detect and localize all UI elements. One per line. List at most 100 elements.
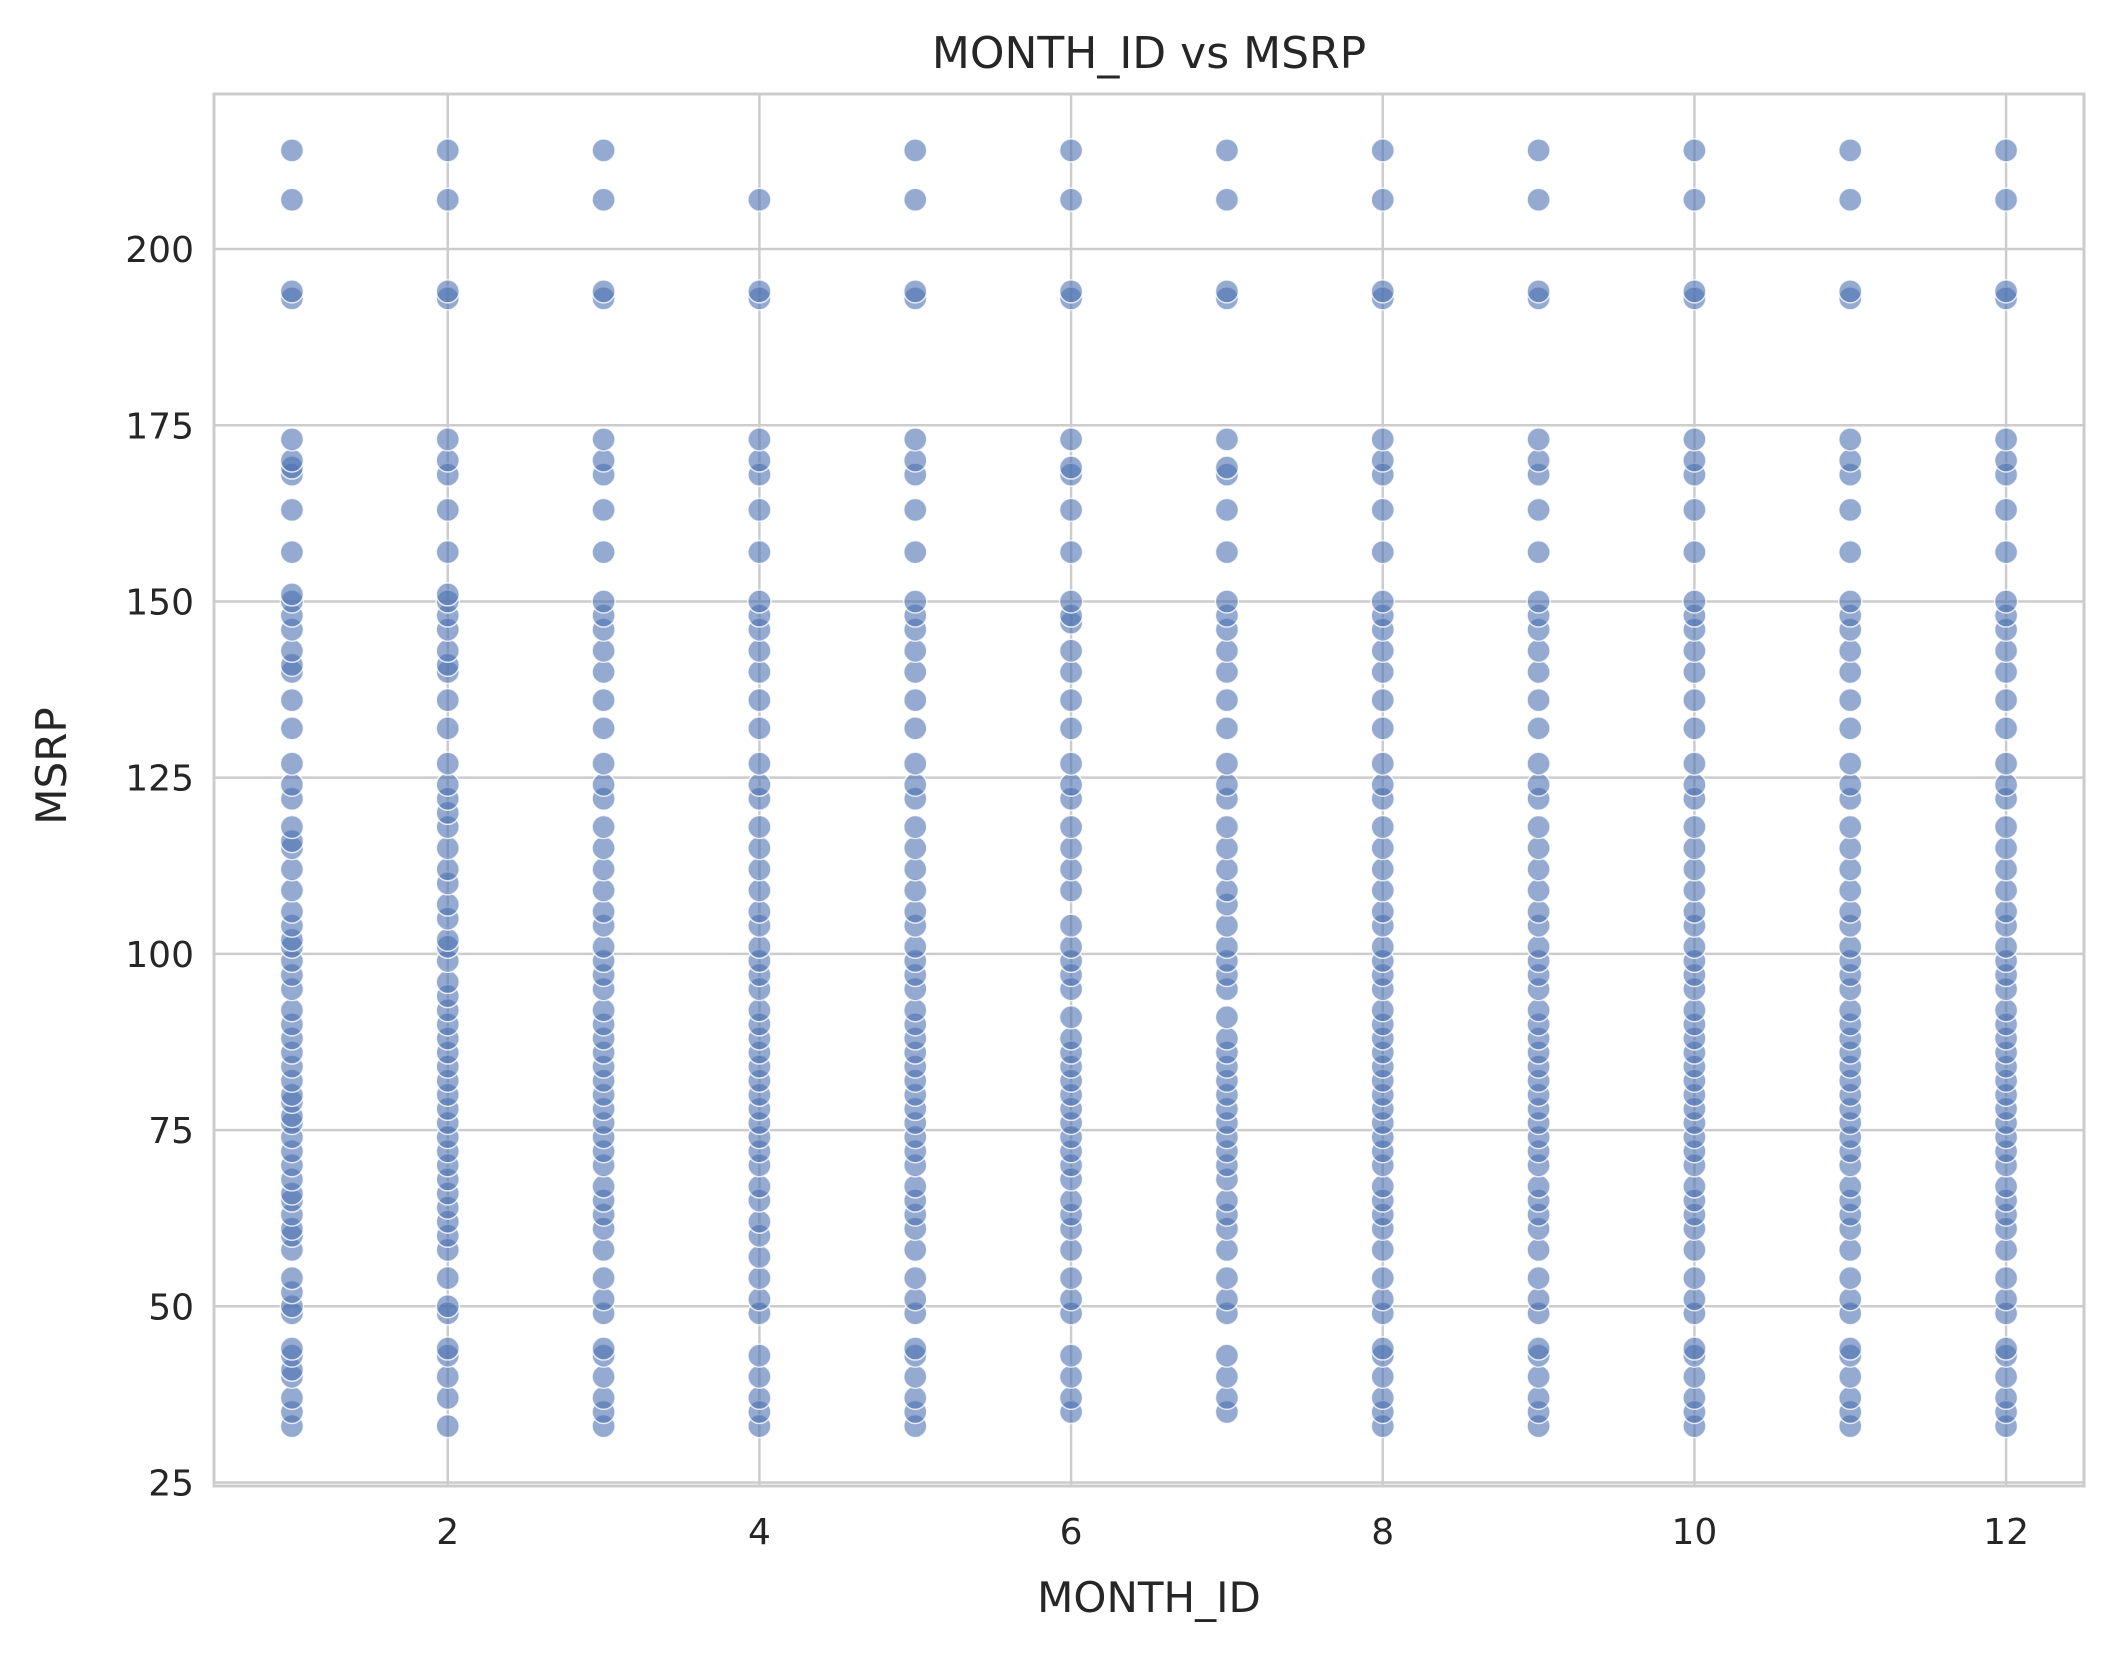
data-point	[747, 899, 772, 924]
data-point	[747, 1174, 772, 1199]
data-point	[1370, 772, 1395, 797]
data-point	[435, 187, 460, 212]
data-point	[1682, 814, 1707, 840]
data-point	[903, 659, 928, 685]
data-point	[1526, 1336, 1551, 1361]
data-point	[1526, 187, 1551, 212]
data-point	[1838, 1364, 1863, 1390]
data-point	[1370, 716, 1395, 741]
data-point	[1682, 899, 1707, 924]
data-point	[435, 969, 460, 995]
data-point	[1370, 857, 1395, 882]
data-point	[1214, 913, 1240, 938]
data-point	[1838, 638, 1863, 664]
data-point	[1993, 138, 2019, 163]
data-point	[1370, 1336, 1395, 1361]
data-point	[903, 1265, 928, 1291]
data-point	[435, 448, 460, 473]
data-point	[435, 892, 460, 917]
data-point	[1214, 427, 1240, 452]
data-point	[591, 772, 616, 797]
data-point	[1682, 878, 1707, 903]
data-point	[1838, 1385, 1863, 1411]
data-point	[1526, 427, 1551, 452]
data-point	[279, 539, 305, 565]
data-point	[1682, 772, 1707, 797]
data-point	[435, 857, 460, 882]
data-point	[1058, 638, 1084, 664]
data-point	[1993, 716, 2019, 741]
data-point	[747, 751, 772, 776]
data-point	[903, 1286, 928, 1312]
data-point	[1682, 1364, 1707, 1390]
data-point	[1838, 497, 1863, 523]
data-point	[1214, 1005, 1240, 1030]
data-point	[747, 1286, 772, 1312]
data-point	[1993, 687, 2019, 713]
x-tick-label: 6	[1060, 1512, 1083, 1553]
data-point	[747, 716, 772, 741]
data-point	[1214, 455, 1240, 480]
data-point	[903, 539, 928, 565]
y-tick-labels: 25 50 75 100 125 150 175 200	[125, 230, 194, 1504]
data-point	[1682, 1385, 1707, 1411]
data-point	[1993, 638, 2019, 664]
data-point	[1214, 659, 1240, 685]
x-tick-label: 8	[1371, 1512, 1394, 1553]
data-point	[1993, 659, 2019, 685]
data-point	[747, 497, 772, 523]
data-point	[1993, 427, 2019, 452]
data-point	[1838, 1286, 1863, 1312]
data-point	[435, 497, 460, 523]
data-point	[903, 497, 928, 523]
data-point	[591, 814, 616, 840]
data-point	[1838, 1237, 1863, 1263]
data-point	[591, 497, 616, 523]
data-point	[1526, 772, 1551, 797]
data-point	[903, 589, 928, 614]
data-point	[1526, 1364, 1551, 1390]
data-point	[747, 835, 772, 861]
data-point	[1526, 1265, 1551, 1291]
data-point	[1370, 814, 1395, 840]
data-point	[1993, 279, 2019, 304]
data-point	[1214, 751, 1240, 776]
data-point	[1214, 497, 1240, 523]
data-point	[435, 138, 460, 163]
data-point	[1838, 716, 1863, 741]
data-point	[1682, 279, 1707, 304]
data-point	[435, 716, 460, 741]
data-point	[1370, 589, 1395, 614]
x-tick-label: 4	[748, 1512, 771, 1553]
data-point	[903, 814, 928, 840]
data-point	[1838, 589, 1863, 614]
data-point	[747, 1364, 772, 1390]
data-point	[1214, 878, 1240, 903]
data-point	[903, 448, 928, 473]
data-point	[1838, 279, 1863, 304]
data-point	[1993, 1385, 2019, 1411]
data-point	[435, 1364, 460, 1390]
data-point	[1838, 659, 1863, 685]
data-point	[1682, 1286, 1707, 1312]
data-point	[747, 659, 772, 685]
data-point	[1214, 1188, 1240, 1213]
data-point	[1058, 716, 1084, 741]
data-point	[747, 934, 772, 960]
data-point	[1214, 138, 1240, 163]
data-point	[591, 835, 616, 861]
data-point	[747, 589, 772, 614]
data-point	[1370, 1237, 1395, 1263]
data-point	[1682, 448, 1707, 473]
data-point	[1214, 1237, 1240, 1263]
data-point	[1838, 899, 1863, 924]
data-point	[903, 899, 928, 924]
data-point	[1058, 772, 1084, 797]
data-point	[1526, 835, 1551, 861]
data-point	[1838, 539, 1863, 565]
data-point	[1993, 1336, 2019, 1361]
y-tick-label: 175	[125, 406, 194, 447]
data-point	[1993, 878, 2019, 903]
data-point	[1214, 1026, 1240, 1051]
data-point	[1214, 1385, 1240, 1411]
